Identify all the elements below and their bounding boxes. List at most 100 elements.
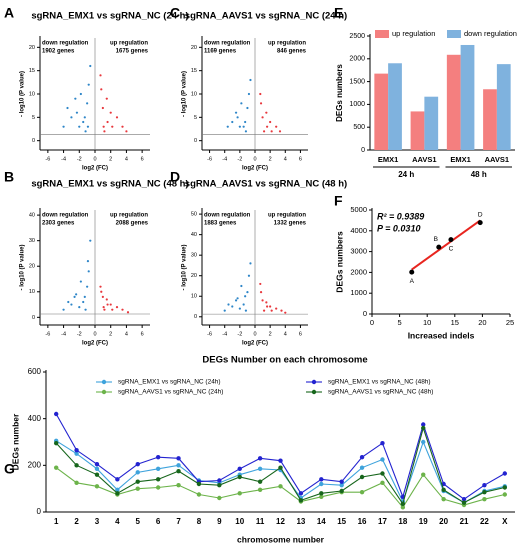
x-tick-label: 4 — [115, 517, 120, 526]
volcano-point — [234, 111, 238, 114]
y-tick-label: 20 — [191, 45, 197, 51]
x-tick-label: -6 — [207, 331, 212, 337]
annotation: up regulation — [110, 41, 148, 47]
point — [421, 425, 426, 431]
volcano-point — [62, 125, 65, 128]
panel-label: E — [334, 5, 343, 21]
volcano-point — [106, 120, 109, 124]
volcano-point — [99, 285, 102, 288]
point — [319, 494, 324, 500]
chart-title: sgRNA_EMX1 vs sgRNA_NC (48 h) — [31, 179, 188, 190]
point — [155, 477, 161, 482]
volcano-point — [247, 274, 251, 277]
x-tick-label: -4 — [61, 331, 66, 337]
point — [502, 485, 508, 490]
x-tick-label: 17 — [378, 517, 387, 526]
volcano-point — [259, 282, 262, 286]
point — [257, 479, 263, 484]
point — [155, 454, 161, 460]
volcano-point — [100, 88, 103, 91]
x-tick-label: -2 — [77, 331, 82, 337]
point — [257, 456, 263, 461]
x-tick-label: 3 — [95, 517, 100, 526]
point — [359, 454, 365, 460]
point — [257, 466, 263, 472]
x-tick-label: -2 — [77, 156, 82, 162]
x-axis-title: chromosome number — [237, 534, 325, 544]
y-tick-label: 0 — [361, 147, 365, 154]
x-tick-label: -2 — [237, 331, 242, 337]
x-tick-label: 12 — [276, 517, 285, 526]
point — [94, 461, 100, 467]
volcano-point — [270, 309, 273, 312]
volcano-point — [74, 97, 77, 100]
point — [135, 470, 140, 475]
volcano-point — [84, 130, 87, 133]
annotation: up regulation — [268, 41, 306, 47]
annotation: 1883 genes — [204, 221, 237, 227]
volcano-point — [115, 116, 119, 119]
chart-title: sgRNA_EMX1 vs sgRNA_NC (24 h) — [31, 11, 188, 22]
point — [436, 244, 442, 250]
x-tick-label: 0 — [253, 331, 256, 337]
volcano-point — [84, 308, 87, 311]
point — [482, 496, 487, 502]
volcano-point — [244, 120, 247, 124]
x-tick-label: -6 — [45, 331, 50, 337]
volcano-point — [280, 309, 283, 312]
x-tick-label: -4 — [61, 156, 66, 162]
volcano-point — [231, 305, 234, 308]
volcano-point — [111, 125, 114, 128]
annotation: 2088 genes — [116, 221, 149, 227]
x-tick-label: 6 — [141, 156, 144, 162]
x-tick-label: 8 — [197, 517, 202, 526]
point — [196, 481, 202, 487]
x-tick-label: -6 — [207, 156, 212, 162]
point — [502, 492, 508, 497]
bar — [374, 73, 389, 150]
bar — [424, 96, 439, 150]
point — [359, 489, 365, 495]
x-tick-label: 1 — [54, 517, 59, 526]
point — [421, 422, 426, 427]
volcano-point — [269, 120, 272, 124]
point — [359, 474, 365, 480]
point — [278, 465, 283, 470]
x-axis-title: log2 (FC) — [242, 166, 268, 172]
x-axis-title: log2 (FC) — [82, 166, 108, 172]
panel-label: C — [170, 5, 180, 21]
volcano-point — [79, 280, 82, 283]
y-axis-title: - log10 (P value) — [20, 71, 26, 117]
point — [217, 478, 222, 483]
point — [196, 492, 202, 497]
volcano-point — [275, 125, 278, 128]
panel-label: A — [4, 5, 14, 21]
point — [217, 482, 222, 488]
x-tick-label: 6 — [156, 517, 161, 526]
legend-marker — [101, 379, 107, 385]
chart-title: DEGs Number on each chromosome — [202, 355, 367, 366]
volcano-point — [102, 306, 105, 309]
x-tick-label: 4 — [125, 331, 128, 337]
bar — [460, 44, 475, 150]
x-axis-title: Increased indels — [408, 330, 475, 340]
x-tick-label: 10 — [423, 318, 431, 327]
y-tick-label: 5000 — [350, 205, 367, 214]
x-tick-label: 2 — [109, 156, 112, 162]
volcano-point — [86, 125, 90, 128]
legend-marker — [311, 379, 317, 385]
y-tick-label: 10 — [191, 294, 197, 300]
y-tick-label: 2500 — [349, 33, 365, 40]
volcano-point — [83, 116, 86, 119]
point — [400, 501, 406, 507]
annotation: 846 genes — [277, 49, 307, 55]
x-tick-label: -2 — [237, 156, 242, 162]
legend-label: sgRNA_EMX1 vs sgRNA_NC (24h) — [118, 379, 221, 386]
volcano-point — [242, 125, 245, 128]
volcano-point — [236, 297, 239, 300]
x-tick-label: 20 — [439, 517, 448, 526]
x-tick-label: EMX1 — [450, 155, 470, 164]
x-tick-label: -6 — [45, 156, 50, 162]
annotation: 2303 genes — [42, 221, 75, 227]
volcano-point — [105, 298, 108, 301]
